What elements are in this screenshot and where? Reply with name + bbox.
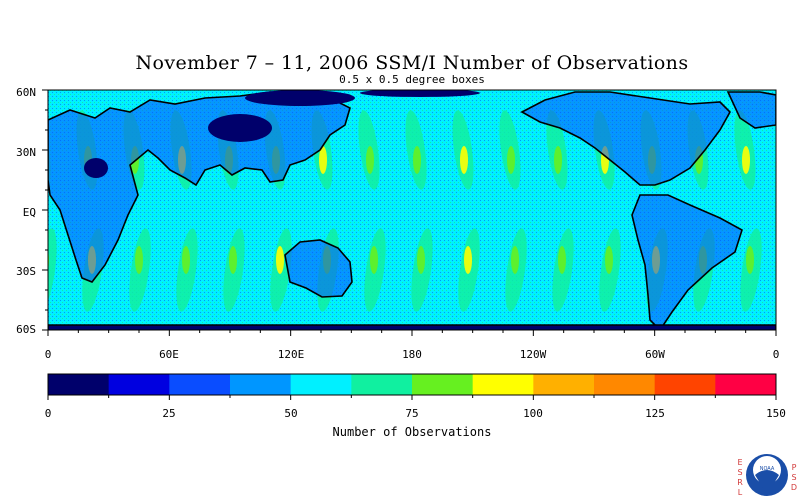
swath-core-north-6	[319, 146, 327, 174]
swath-core-south-9	[464, 246, 472, 274]
low-observation-patches	[84, 90, 480, 178]
colorbar-tick-75: 75	[405, 407, 419, 420]
colorbar-swatch-3	[230, 374, 292, 395]
colorbar-tick-125: 125	[645, 407, 665, 420]
swath-core-south-2	[135, 246, 143, 274]
swath-band-15	[734, 110, 762, 312]
swath-core-north-11	[554, 146, 562, 174]
colorbar-swatch-11	[715, 374, 777, 395]
lat-label-30s: 30S	[16, 265, 36, 278]
northern-asia-low-patch	[245, 90, 355, 106]
sahara-low-patch	[84, 158, 108, 178]
lat-label-30n: 30N	[16, 146, 36, 159]
lat-label-60s: 60S	[16, 323, 36, 336]
colorbar-swatch-7	[472, 374, 534, 395]
himalaya-low-patch	[208, 114, 272, 142]
swath-core-south-15	[746, 246, 754, 274]
colorbar-swatch-10	[654, 374, 716, 395]
swath-band-9	[452, 110, 480, 312]
lon-label-120w: 120W	[519, 348, 547, 361]
swath-core-south-8	[417, 246, 425, 274]
colorbar-title: Number of Observations	[332, 425, 492, 439]
colorbar-swatch-5	[351, 374, 413, 395]
map-axis-ticks	[42, 89, 777, 336]
lat-label-60n: 60N	[16, 86, 36, 99]
colorbar-swatch-1	[108, 374, 170, 395]
lon-label-120e: 120E	[277, 348, 305, 361]
colorbar-swatch-4	[290, 374, 352, 395]
colorbar-swatch-8	[533, 374, 595, 395]
noaa-emblem-text: NOAA	[759, 466, 775, 472]
lon-label-60w: 60W	[645, 348, 665, 361]
africa-europe-asia-outline	[48, 91, 351, 283]
swath-core-south-3	[182, 246, 190, 274]
swath-band-8	[405, 110, 433, 312]
colorbar-tick-100: 100	[523, 407, 543, 420]
south-america-outline	[631, 194, 743, 330]
swath-band-south-16	[783, 227, 800, 313]
australia-outline	[284, 239, 353, 298]
swath-core-north-7	[366, 146, 374, 174]
chart-title: November 7 – 11, 2006 SSM/I Number of Ob…	[135, 52, 689, 74]
swath-band-11	[546, 110, 574, 312]
swath-core-north-16	[789, 146, 797, 174]
swath-core-north-15	[742, 146, 750, 174]
colorbar-tick-25: 25	[162, 407, 176, 420]
colorbar-tick-50: 50	[284, 407, 298, 420]
chart-subtitle: 0.5 x 0.5 degree boxes	[339, 73, 485, 86]
lon-label-60e: 60E	[159, 348, 179, 361]
land-masses	[48, 91, 776, 330]
colorbar-swatch-2	[169, 374, 231, 395]
colorbar-swatch-0	[48, 374, 110, 395]
swath-band-south-0	[48, 228, 57, 312]
greenland-outline	[726, 91, 776, 129]
swath-core-north-10	[507, 146, 515, 174]
swath-band-10	[499, 110, 527, 312]
colorbar-ticks	[47, 395, 777, 400]
swath-core-south-7	[370, 246, 378, 274]
swath-core-south-5	[276, 246, 284, 274]
colorbar-swatch-6	[412, 374, 474, 395]
swath-core-south-11	[558, 246, 566, 274]
lon-label-180: 180	[402, 348, 422, 361]
lon-label-0-end: 0	[772, 348, 780, 361]
siberia-low-patch	[360, 90, 480, 97]
swath-core-north-8	[413, 146, 421, 174]
swath-core-north-9	[460, 146, 468, 174]
swath-band-7	[358, 110, 386, 312]
colorbar-swatch-9	[594, 374, 656, 395]
swath-core-south-4	[229, 246, 237, 274]
swath-core-south-12	[605, 246, 613, 274]
noaa-bird-icon	[755, 470, 779, 495]
lat-label-eq: EQ	[22, 206, 36, 219]
swath-band-16	[778, 109, 800, 313]
north-america-outline	[520, 91, 731, 186]
swath-core-south-16	[793, 246, 800, 274]
colorbar-tick-0: 0	[44, 407, 52, 420]
lon-label-0: 0	[44, 348, 52, 361]
colorbar-tick-150: 150	[766, 407, 786, 420]
noaa-logo	[746, 454, 788, 496]
swath-band-north-16	[778, 109, 800, 191]
colorbar	[48, 374, 777, 395]
swath-core-south-10	[511, 246, 519, 274]
antarctica-outline	[48, 324, 776, 330]
